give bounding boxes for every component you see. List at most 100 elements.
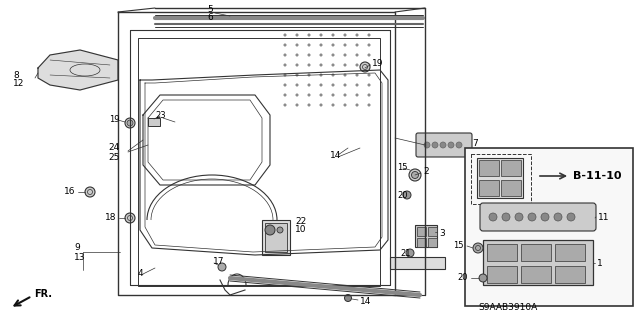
Circle shape [284,64,286,66]
Bar [262,220,290,255]
Circle shape [332,44,334,46]
Circle shape [284,54,286,56]
Circle shape [284,74,286,76]
Circle shape [502,213,510,221]
Circle shape [368,104,370,106]
Text: 2: 2 [423,167,429,176]
Circle shape [356,34,358,36]
Circle shape [356,84,358,86]
Circle shape [344,84,346,86]
Circle shape [332,104,334,106]
Bar [479,160,499,176]
Circle shape [125,118,135,128]
Text: 23: 23 [155,110,166,120]
Circle shape [368,54,370,56]
Circle shape [308,84,310,86]
Text: 21: 21 [400,249,410,257]
Circle shape [296,94,298,96]
Circle shape [277,227,283,233]
Circle shape [479,274,487,282]
Bar [465,148,633,306]
Circle shape [127,120,133,126]
Circle shape [125,213,135,223]
Text: 17: 17 [213,257,225,266]
Bar [417,238,426,247]
Text: 10: 10 [295,225,307,234]
Circle shape [356,44,358,46]
Text: 15: 15 [397,164,408,173]
Circle shape [344,54,346,56]
Bar [265,223,287,252]
Circle shape [368,84,370,86]
Text: 13: 13 [74,253,86,262]
Circle shape [356,104,358,106]
Circle shape [284,44,286,46]
Circle shape [356,54,358,56]
Bar [148,118,160,126]
Circle shape [489,213,497,221]
Bar [428,227,437,236]
Circle shape [308,94,310,96]
Circle shape [356,74,358,76]
Circle shape [409,169,421,181]
Text: 5: 5 [207,5,212,14]
Circle shape [403,191,411,199]
Circle shape [296,44,298,46]
Circle shape [296,104,298,106]
Circle shape [332,64,334,66]
Circle shape [296,74,298,76]
Circle shape [424,142,430,148]
Circle shape [440,142,446,148]
Bar [483,240,593,285]
Circle shape [320,104,322,106]
Circle shape [528,213,536,221]
Circle shape [332,94,334,96]
Text: 14: 14 [330,151,341,160]
Text: 15: 15 [454,241,464,249]
Circle shape [332,84,334,86]
Text: 7: 7 [472,138,477,147]
FancyBboxPatch shape [416,133,472,157]
Circle shape [320,94,322,96]
Circle shape [456,142,462,148]
Circle shape [320,84,322,86]
Circle shape [296,34,298,36]
Circle shape [284,84,286,86]
Circle shape [296,54,298,56]
Bar [555,244,585,261]
Circle shape [412,172,419,179]
Text: 3: 3 [439,229,445,239]
Circle shape [344,74,346,76]
Circle shape [85,187,95,197]
Circle shape [541,213,549,221]
Text: 12: 12 [13,78,24,87]
Text: FR.: FR. [34,289,52,299]
Circle shape [284,104,286,106]
Circle shape [332,54,334,56]
Circle shape [344,94,346,96]
Circle shape [284,94,286,96]
Text: 6: 6 [207,12,212,21]
Text: 14: 14 [360,296,371,306]
Circle shape [265,225,275,235]
Bar [501,180,521,196]
Text: 8: 8 [13,70,19,79]
FancyBboxPatch shape [480,203,596,231]
Bar [138,38,380,286]
Circle shape [368,44,370,46]
Text: 20: 20 [458,273,468,283]
Text: 11: 11 [598,212,609,221]
Circle shape [332,74,334,76]
Circle shape [308,74,310,76]
Bar [487,244,517,261]
Circle shape [344,104,346,106]
Circle shape [320,54,322,56]
Circle shape [320,44,322,46]
Circle shape [308,44,310,46]
Circle shape [344,294,351,301]
Bar [417,227,426,236]
Text: 1: 1 [597,258,603,268]
Circle shape [308,34,310,36]
Circle shape [344,34,346,36]
Circle shape [356,94,358,96]
